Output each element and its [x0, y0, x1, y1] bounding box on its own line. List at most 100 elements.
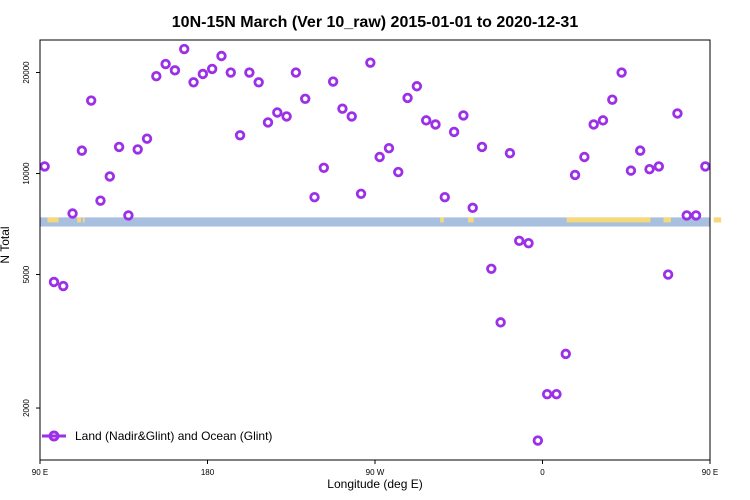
legend-marker [48, 430, 60, 442]
data-point [197, 68, 209, 80]
land-patch [82, 217, 85, 223]
data-point [234, 130, 246, 141]
data-point [58, 280, 69, 292]
data-point [672, 108, 683, 119]
data-point [653, 161, 665, 172]
data-point [467, 202, 478, 214]
data-point [39, 161, 50, 172]
data-point [420, 115, 432, 126]
data-point [300, 93, 311, 104]
x-tick-label: 90 W [366, 468, 385, 477]
land-patch [47, 217, 59, 223]
data-point [95, 195, 106, 206]
data-point [85, 95, 97, 106]
data-point [132, 144, 143, 155]
data-point [113, 141, 125, 153]
data-point [458, 110, 469, 121]
data-point [309, 191, 320, 203]
data-point [523, 237, 534, 249]
y-axis-label: N Total [0, 226, 12, 263]
data-point [579, 151, 590, 163]
data-point [625, 165, 637, 176]
data-point [290, 67, 302, 78]
data-point [76, 145, 88, 156]
data-point [588, 119, 599, 130]
data-point [365, 57, 376, 68]
data-point [690, 210, 702, 221]
land-patch [77, 217, 81, 223]
data-point [281, 111, 292, 122]
data-point [393, 166, 404, 178]
land-ocean-band [40, 217, 722, 227]
data-point [532, 435, 544, 446]
x-axis-label: Longitude (deg E) [327, 477, 422, 491]
data-points [39, 43, 711, 446]
data-point [430, 119, 441, 130]
ocean-band [40, 217, 710, 227]
land-patch [713, 217, 722, 223]
data-point [551, 388, 562, 400]
legend-label: Land (Nadir&Glint) and Ocean (Glint) [75, 429, 272, 443]
data-point [346, 111, 357, 122]
x-tick-label: 90 E [32, 468, 48, 477]
x-tick-label: 180 [201, 468, 215, 477]
legend: Land (Nadir&Glint) and Ocean (Glint) [42, 429, 272, 443]
data-point [700, 161, 711, 172]
x-tick-label: 90 E [702, 468, 718, 477]
data-point [169, 65, 181, 76]
axes: 90 E 180 90 W 0 90 E 2000 5000 10000 20000 [22, 61, 718, 477]
y-tick-label: 20000 [22, 61, 31, 84]
y-tick-label: 5000 [22, 265, 31, 283]
data-point [569, 169, 581, 181]
data-point [616, 67, 627, 78]
data-point [486, 263, 497, 274]
data-point [141, 133, 153, 144]
y-tick-label: 2000 [22, 399, 31, 417]
data-point [448, 126, 460, 138]
data-point [225, 67, 236, 78]
chart-title: 10N-15N March (Ver 10_raw) 2015-01-01 to… [172, 14, 579, 31]
data-point [179, 43, 190, 55]
data-point [48, 276, 60, 288]
data-point [560, 348, 571, 360]
data-point [253, 77, 264, 88]
data-point [607, 94, 618, 105]
data-point [327, 76, 339, 87]
data-point [644, 164, 655, 175]
data-point [541, 388, 553, 400]
data-point [681, 210, 692, 221]
land-patch [566, 217, 651, 223]
data-point [216, 50, 227, 62]
y-tick-label: 10000 [22, 162, 31, 185]
data-point [411, 81, 423, 92]
data-point [504, 147, 516, 159]
data-point [67, 208, 78, 219]
data-point [635, 145, 646, 156]
data-point [476, 141, 488, 153]
land-patch [468, 217, 474, 223]
land-patch [663, 217, 671, 223]
data-point [597, 115, 609, 126]
land-patch [440, 217, 444, 223]
data-point [262, 117, 274, 128]
data-point [104, 171, 115, 182]
data-point [355, 188, 367, 200]
data-point [151, 71, 162, 82]
data-point [383, 142, 395, 154]
data-point [495, 317, 506, 328]
data-point [206, 63, 218, 75]
data-point [662, 269, 674, 280]
x-tick-label: 0 [540, 468, 545, 477]
data-point [188, 77, 199, 88]
plot-frame [39, 39, 711, 461]
data-point [272, 107, 283, 118]
data-point [337, 103, 348, 114]
data-point [318, 162, 330, 173]
data-point [244, 67, 255, 78]
data-point [514, 235, 525, 247]
data-point [402, 92, 413, 104]
data-point [439, 191, 450, 203]
data-point [160, 58, 171, 70]
